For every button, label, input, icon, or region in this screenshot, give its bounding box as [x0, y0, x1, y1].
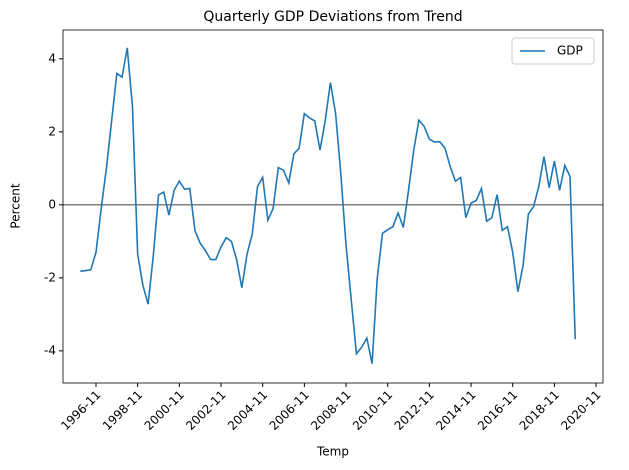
- x-tick-label: 1996-11: [58, 388, 103, 433]
- y-tick-label: 2: [48, 124, 56, 138]
- legend-box: [511, 37, 595, 65]
- x-tick-label: 2012-11: [392, 388, 437, 433]
- y-tick-label: 4: [48, 51, 56, 65]
- x-axis-label: Temp: [316, 445, 349, 459]
- x-tick-label: 2020-11: [558, 388, 603, 433]
- x-tick-label: 2008-11: [308, 388, 353, 433]
- x-tick-label: 2004-11: [225, 388, 270, 433]
- y-tick-label: -2: [44, 270, 56, 284]
- chart-title: Quarterly GDP Deviations from Trend: [203, 9, 462, 25]
- x-tick-label: 2014-11: [433, 388, 478, 433]
- y-axis-label: Percent: [9, 183, 23, 228]
- axes-frame: [62, 29, 604, 384]
- x-tick-label: 2006-11: [267, 388, 312, 433]
- y-tick-label: 0: [48, 197, 56, 211]
- x-tick-label: 2000-11: [142, 388, 187, 433]
- x-tick-label: 2018-11: [517, 388, 562, 433]
- x-tick-label: 2010-11: [350, 388, 395, 433]
- y-tick-label: -4: [44, 343, 56, 357]
- x-tick-label: 1998-11: [100, 388, 145, 433]
- data-line: [80, 47, 577, 364]
- legend-label: GDP: [557, 44, 583, 58]
- x-tick-label: 2016-11: [475, 388, 520, 433]
- x-tick-label: 2002-11: [183, 388, 228, 433]
